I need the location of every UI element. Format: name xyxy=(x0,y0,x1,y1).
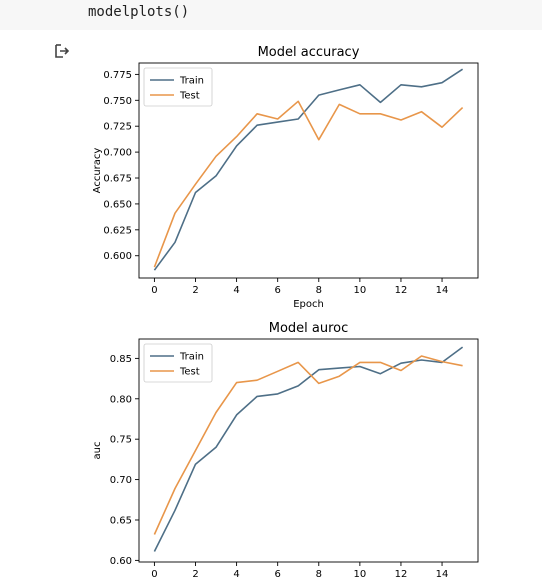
chart1-series-test xyxy=(153,100,464,268)
chart2-xtick-label: 2 xyxy=(192,569,198,580)
chart1-xtick-label: 8 xyxy=(316,285,322,296)
chart1-xtick-label: 4 xyxy=(233,285,239,296)
chart2-title: Model auroc xyxy=(269,321,349,336)
chart1-xtick-label: 2 xyxy=(192,285,198,296)
chart1-ylabel: Accuracy xyxy=(92,148,103,194)
chart1-xtick-label: 12 xyxy=(395,285,408,296)
chart2-ytick-label: 0.60 xyxy=(110,556,132,567)
chart2-xtick-label: 0 xyxy=(151,569,157,580)
chart1-xtick-label: 10 xyxy=(353,285,366,296)
chart1-ytick-label: 0.600 xyxy=(103,251,132,262)
chart2-xtick-label: 8 xyxy=(316,569,322,580)
chart1-xlabel: Epoch xyxy=(293,299,324,310)
chart1-xtick-label: 6 xyxy=(274,285,280,296)
chart2-xtick-label: 14 xyxy=(436,569,449,580)
chart1-frame xyxy=(138,62,479,279)
code-input[interactable]: modelplots() xyxy=(88,4,190,20)
chart1-xtick-label: 0 xyxy=(151,285,157,296)
chart1-series-train xyxy=(153,68,464,271)
chart2-series-test xyxy=(153,355,463,535)
chart2-ytick-label: 0.80 xyxy=(110,394,132,405)
chart2-ytick-label: 0.70 xyxy=(110,475,132,486)
chart2-xtick-label: 4 xyxy=(233,569,239,580)
chart2-xtick-label: 6 xyxy=(274,569,280,580)
chart1-xtick-label: 14 xyxy=(436,285,449,296)
chart2-legend xyxy=(143,343,213,383)
chart1-ytick-label: 0.700 xyxy=(103,148,132,159)
chart2-legend-label-test: Test xyxy=(179,367,200,378)
chart1-ytick-label: 0.750 xyxy=(103,96,132,107)
chart2-series-train xyxy=(153,346,464,552)
chart1-ytick-label: 0.625 xyxy=(103,225,132,236)
chart2-xtick-label: 10 xyxy=(353,569,366,580)
chart1-legend xyxy=(143,67,213,107)
chart1-ytick-label: 0.725 xyxy=(103,122,132,133)
chart2-ylabel: auc xyxy=(92,442,103,460)
chart1-ytick-label: 0.650 xyxy=(103,199,132,210)
chart2-frame xyxy=(138,338,479,563)
chart1-ytick-label: 0.775 xyxy=(103,70,132,81)
chart2-legend-label-train: Train xyxy=(179,352,204,363)
chart1-legend-label-train: Train xyxy=(179,76,204,87)
chart2-ytick-label: 0.65 xyxy=(110,515,132,526)
chart1-ytick-label: 0.675 xyxy=(103,174,132,185)
chart2-ytick-label: 0.75 xyxy=(110,435,132,446)
chart2-ytick-label: 0.85 xyxy=(110,354,132,365)
output-arrow-icon[interactable] xyxy=(53,42,71,60)
chart2-xtick-label: 12 xyxy=(395,569,408,580)
chart1-title: Model accuracy xyxy=(258,45,360,60)
chart1-legend-label-test: Test xyxy=(179,91,200,102)
code-cell[interactable]: modelplots() xyxy=(0,0,542,30)
